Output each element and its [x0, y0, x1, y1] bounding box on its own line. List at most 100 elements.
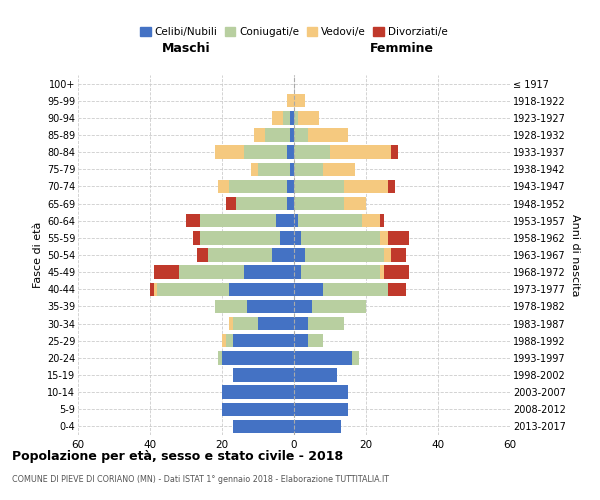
- Bar: [294, 214, 298, 228]
- Bar: [391, 146, 398, 159]
- Bar: [244, 266, 294, 279]
- Bar: [258, 317, 294, 330]
- Bar: [308, 334, 323, 347]
- Text: Maschi: Maschi: [161, 42, 211, 55]
- Bar: [287, 94, 294, 108]
- Bar: [222, 334, 226, 347]
- Bar: [283, 111, 290, 124]
- Bar: [229, 282, 294, 296]
- Bar: [294, 368, 337, 382]
- Text: Femmine: Femmine: [370, 42, 434, 55]
- Bar: [287, 180, 294, 193]
- Bar: [251, 162, 258, 176]
- Bar: [380, 231, 388, 244]
- Bar: [312, 300, 366, 313]
- Bar: [244, 146, 287, 159]
- Bar: [287, 146, 294, 159]
- Bar: [308, 128, 348, 141]
- Bar: [294, 146, 330, 159]
- Y-axis label: Anni di nascita: Anni di nascita: [570, 214, 580, 296]
- Bar: [352, 351, 359, 364]
- Bar: [186, 214, 200, 228]
- Bar: [294, 180, 344, 193]
- Bar: [344, 180, 388, 193]
- Bar: [265, 128, 290, 141]
- Text: Popolazione per età, sesso e stato civile - 2018: Popolazione per età, sesso e stato civil…: [12, 450, 343, 463]
- Bar: [294, 94, 305, 108]
- Bar: [294, 248, 305, 262]
- Y-axis label: Fasce di età: Fasce di età: [32, 222, 43, 288]
- Bar: [229, 180, 287, 193]
- Legend: Celibi/Nubili, Coniugati/e, Vedovi/e, Divorziati/e: Celibi/Nubili, Coniugati/e, Vedovi/e, Di…: [136, 22, 452, 41]
- Bar: [197, 248, 208, 262]
- Bar: [290, 128, 294, 141]
- Bar: [290, 111, 294, 124]
- Bar: [276, 214, 294, 228]
- Bar: [233, 368, 294, 382]
- Bar: [388, 282, 406, 296]
- Bar: [179, 266, 244, 279]
- Bar: [380, 214, 384, 228]
- Bar: [294, 317, 308, 330]
- Bar: [294, 420, 341, 433]
- Bar: [294, 386, 348, 399]
- Bar: [215, 146, 244, 159]
- Bar: [301, 266, 380, 279]
- Bar: [391, 248, 406, 262]
- Bar: [233, 334, 294, 347]
- Bar: [388, 231, 409, 244]
- Bar: [308, 317, 344, 330]
- Bar: [215, 300, 247, 313]
- Bar: [330, 146, 391, 159]
- Bar: [233, 420, 294, 433]
- Bar: [154, 266, 179, 279]
- Bar: [294, 266, 301, 279]
- Bar: [200, 214, 276, 228]
- Bar: [323, 282, 388, 296]
- Bar: [247, 300, 294, 313]
- Bar: [218, 180, 229, 193]
- Bar: [193, 231, 200, 244]
- Bar: [226, 334, 233, 347]
- Bar: [380, 266, 384, 279]
- Bar: [388, 180, 395, 193]
- Bar: [301, 231, 380, 244]
- Bar: [222, 351, 294, 364]
- Bar: [294, 282, 323, 296]
- Bar: [272, 111, 283, 124]
- Bar: [233, 317, 258, 330]
- Bar: [200, 231, 280, 244]
- Bar: [294, 334, 308, 347]
- Bar: [323, 162, 355, 176]
- Bar: [222, 402, 294, 416]
- Bar: [287, 197, 294, 210]
- Bar: [294, 231, 301, 244]
- Bar: [258, 162, 290, 176]
- Bar: [222, 386, 294, 399]
- Bar: [208, 248, 272, 262]
- Bar: [150, 282, 154, 296]
- Bar: [384, 266, 409, 279]
- Bar: [254, 128, 265, 141]
- Bar: [294, 197, 344, 210]
- Bar: [384, 248, 391, 262]
- Bar: [157, 282, 229, 296]
- Bar: [272, 248, 294, 262]
- Bar: [298, 214, 362, 228]
- Bar: [236, 197, 287, 210]
- Bar: [226, 197, 236, 210]
- Text: COMUNE DI PIEVE DI CORIANO (MN) - Dati ISTAT 1° gennaio 2018 - Elaborazione TUTT: COMUNE DI PIEVE DI CORIANO (MN) - Dati I…: [12, 475, 389, 484]
- Bar: [290, 162, 294, 176]
- Bar: [294, 162, 323, 176]
- Bar: [362, 214, 380, 228]
- Bar: [294, 111, 298, 124]
- Bar: [294, 351, 352, 364]
- Bar: [298, 111, 319, 124]
- Bar: [294, 128, 308, 141]
- Bar: [218, 351, 222, 364]
- Bar: [344, 197, 366, 210]
- Bar: [305, 248, 384, 262]
- Bar: [294, 300, 312, 313]
- Bar: [229, 317, 233, 330]
- Bar: [294, 402, 348, 416]
